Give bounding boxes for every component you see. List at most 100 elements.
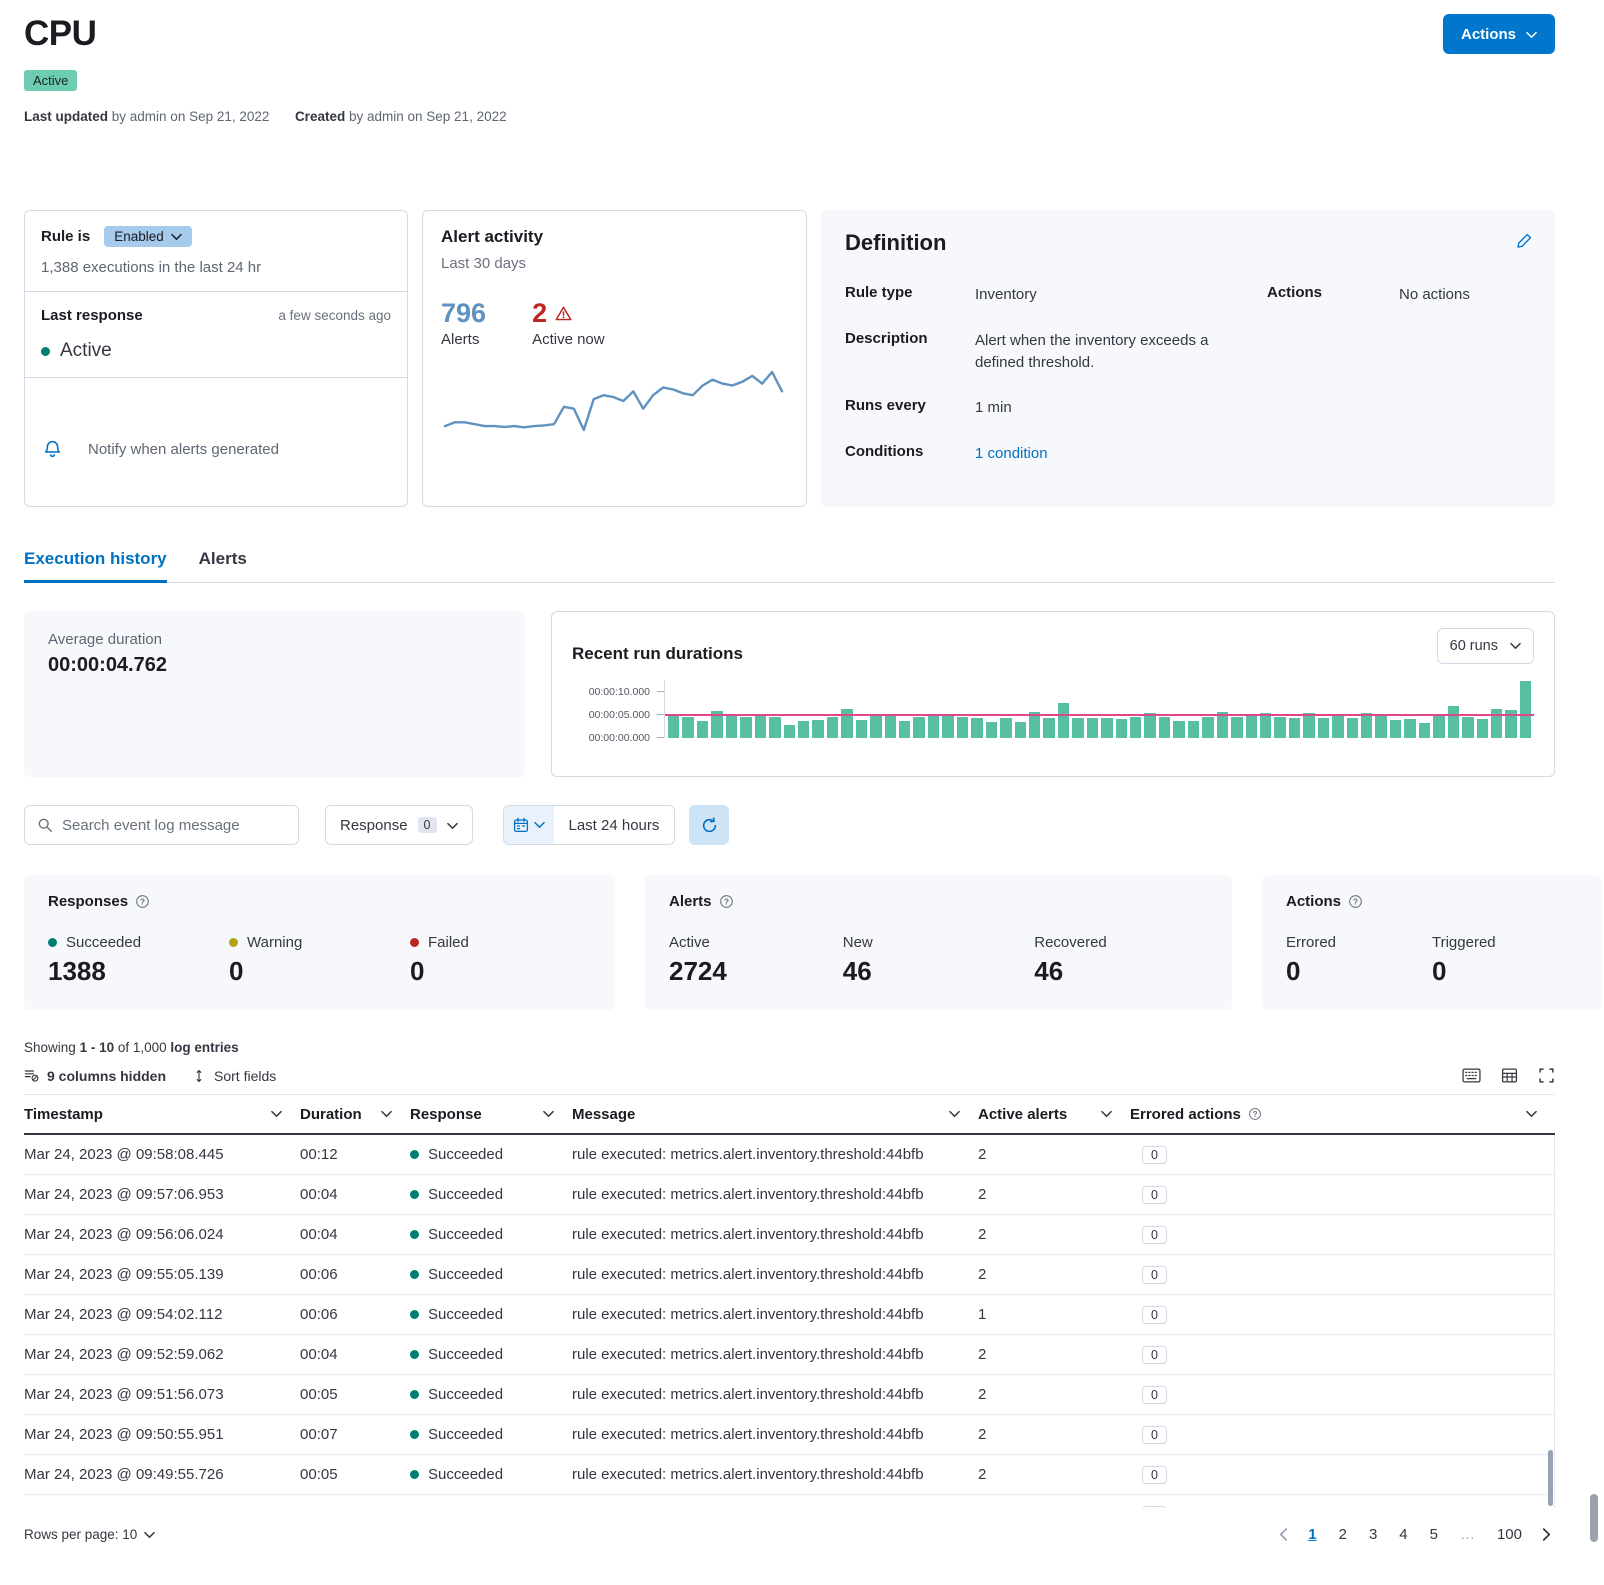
date-picker-menu-button[interactable]: [503, 806, 554, 844]
column-header-message[interactable]: Message: [572, 1106, 978, 1123]
rows-per-page-select[interactable]: Rows per page: 10: [24, 1527, 156, 1542]
table-row[interactable]: Mar 24, 2023 @ 09:49:55.726 00:05 Succeede…: [24, 1455, 1554, 1495]
table-row[interactable]: Mar 24, 2023 @ 09:51:56.073 00:05 Succeede…: [24, 1375, 1554, 1415]
cell-active-alerts: 2: [978, 1426, 987, 1443]
help-icon[interactable]: ?: [1348, 894, 1363, 909]
response-filter-button[interactable]: Response 0: [325, 805, 473, 845]
run-duration-bar: [1072, 717, 1084, 738]
column-header-duration[interactable]: Duration: [300, 1106, 410, 1123]
status-badge: Active: [24, 70, 78, 91]
refresh-icon: [701, 816, 718, 834]
average-duration-panel: Average duration 00:00:04.762: [24, 611, 525, 777]
cell-active-alerts: 2: [978, 1226, 987, 1243]
table-row[interactable]: Mar 24, 2023 @ 09:48:52.91100:03Succeede…: [24, 1495, 1554, 1508]
run-duration-bar: [956, 717, 969, 738]
run-duration-bar: [1418, 723, 1431, 738]
previous-page-button[interactable]: [1275, 1528, 1292, 1541]
run-duration-bar: [1231, 716, 1243, 738]
run-duration-bar: [826, 716, 839, 738]
search-field: [24, 805, 299, 845]
column-header-errored-actions[interactable]: Errored actions ?: [1130, 1106, 1555, 1123]
edit-definition-button[interactable]: [1516, 232, 1533, 249]
message-header-label: Message: [572, 1105, 636, 1123]
summary-panels: Rule is Enabled 1,388 executions in the …: [24, 210, 1555, 507]
table-row[interactable]: Mar 24, 2023 @ 09:57:06.953 00:04 Succeede…: [24, 1175, 1554, 1215]
alerts-stats-title: Alerts: [669, 893, 712, 910]
pagination-page-4[interactable]: 4: [1399, 1526, 1408, 1543]
help-icon: ?: [1248, 1107, 1262, 1121]
tab-alerts[interactable]: Alerts: [198, 549, 247, 568]
cell-response: Succeeded: [410, 1346, 572, 1363]
cell-errored-actions: 0: [1130, 1425, 1554, 1444]
display-options-icon[interactable]: [1501, 1067, 1518, 1084]
active-now-label: Active now: [532, 331, 605, 348]
pagination-page-100[interactable]: 100: [1496, 1526, 1522, 1543]
chevron-down-icon: [543, 1110, 554, 1118]
column-header-active-alerts[interactable]: Active alerts: [978, 1106, 1130, 1123]
columns-hidden-button[interactable]: 9 columns hidden: [24, 1068, 166, 1084]
search-input[interactable]: [62, 816, 286, 834]
keyboard-shortcuts-icon[interactable]: [1462, 1068, 1481, 1083]
errored-actions-badge: 0: [1142, 1265, 1167, 1284]
run-duration-bar: [769, 716, 781, 738]
column-header-timestamp[interactable]: Timestamp: [24, 1106, 300, 1123]
chevron-down-icon: [170, 229, 182, 244]
grid-scrollbar-thumb[interactable]: [1548, 1450, 1553, 1506]
sort-fields-button[interactable]: Sort fields: [192, 1068, 276, 1084]
last-response-label: Last response: [41, 307, 143, 324]
failed-dot-icon: [410, 938, 419, 947]
average-duration-value: 00:00:04.762: [48, 654, 167, 676]
pagination-page-2[interactable]: 2: [1338, 1526, 1347, 1543]
cell-duration: 00:04: [300, 1346, 338, 1363]
help-icon[interactable]: ?: [135, 894, 150, 909]
pagination-page-1[interactable]: 1: [1308, 1526, 1317, 1543]
run-duration-bar: [725, 715, 738, 738]
succeeded-stat: Succeeded 1388: [48, 934, 229, 987]
pagination-page-3[interactable]: 3: [1368, 1526, 1378, 1543]
run-duration-bar: [1361, 713, 1373, 738]
run-duration-bar: [1317, 717, 1330, 738]
next-page-button[interactable]: [1538, 1528, 1555, 1541]
help-icon[interactable]: ?: [719, 894, 734, 909]
column-header-response[interactable]: Response: [410, 1106, 572, 1123]
date-range-value[interactable]: Last 24 hours: [568, 816, 660, 834]
run-duration-bar: [942, 715, 954, 738]
sort-icon: [192, 1069, 206, 1083]
table-row[interactable]: Mar 24, 2023 @ 09:54:02.112 00:06 Succeede…: [24, 1295, 1554, 1335]
table-row[interactable]: Mar 24, 2023 @ 09:52:59.062 00:04 Succeede…: [24, 1335, 1554, 1375]
rule-type-value: Inventory: [975, 286, 1037, 303]
created-value: by admin on Sep 21, 2022: [348, 109, 507, 124]
actions-stats-title: Actions: [1286, 893, 1342, 910]
fullscreen-icon[interactable]: [1538, 1067, 1555, 1084]
rule-enabled-dropdown[interactable]: Enabled: [104, 226, 192, 247]
run-duration-bar: [783, 725, 795, 738]
notify-text[interactable]: Notify when alerts generated: [88, 440, 279, 458]
log-filter-bar: Response 0 Last 24 hours: [24, 805, 1555, 845]
cell-active-alerts: 2: [978, 1386, 987, 1403]
run-duration-bar: [711, 710, 723, 738]
run-duration-bar: [841, 709, 853, 738]
cell-active-alerts: 2: [978, 1466, 987, 1483]
tab-execution-history[interactable]: Execution history: [24, 549, 167, 583]
cell-errored-actions: 0: [1130, 1465, 1554, 1484]
pagination-page-5[interactable]: 5: [1429, 1526, 1438, 1543]
table-row[interactable]: Mar 24, 2023 @ 09:50:55.951 00:07 Succeede…: [24, 1415, 1554, 1455]
window-scrollbar-thumb[interactable]: [1590, 1494, 1598, 1542]
actions-button[interactable]: Actions: [1442, 14, 1555, 54]
table-row[interactable]: Mar 24, 2023 @ 09:58:08.445 00:12 Succeede…: [24, 1135, 1554, 1175]
cell-active-alerts: 2: [978, 1186, 987, 1203]
triggered-actions-label: Triggered: [1432, 934, 1496, 951]
rule-status-panel: Rule is Enabled 1,388 executions in the …: [24, 210, 408, 507]
table-row[interactable]: Mar 24, 2023 @ 09:56:06.024 00:04 Succeede…: [24, 1215, 1554, 1255]
refresh-button[interactable]: [689, 805, 730, 845]
errored-actions-value: 0: [1286, 956, 1301, 986]
failed-label: Failed: [428, 934, 469, 951]
run-duration-bar: [1519, 681, 1532, 738]
conditions-label: Conditions: [845, 443, 924, 460]
runs-count-select[interactable]: 60 runs: [1436, 628, 1534, 664]
conditions-link[interactable]: 1 condition: [975, 445, 1048, 462]
table-row[interactable]: Mar 24, 2023 @ 09:55:05.139 00:06 Succeede…: [24, 1255, 1554, 1295]
alerts-stats-panel: Alerts ? Active 2724 New 46 Recovered 46: [645, 875, 1232, 1010]
cell-timestamp: Mar 24, 2023 @ 09:57:06.953: [24, 1186, 224, 1203]
cell-errored-actions: 0: [1130, 1185, 1554, 1204]
